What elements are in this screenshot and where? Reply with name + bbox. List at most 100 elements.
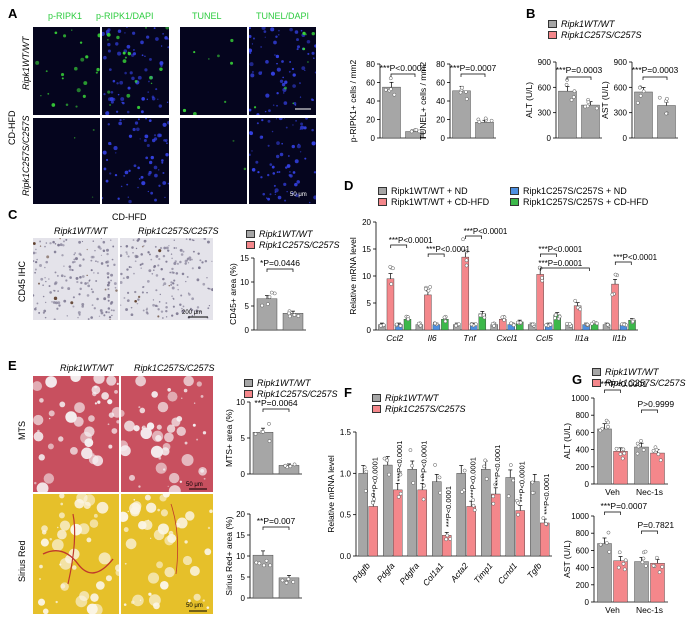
data-point [569,98,574,102]
texture-dot [249,62,254,67]
data-point [508,463,513,467]
panel-label-e: E [8,358,17,373]
texture-dot [285,166,288,169]
texture-dot [157,523,169,535]
texture-dot [150,82,153,85]
texture-dot [269,193,272,196]
texture-dot [142,309,145,312]
texture-dot [132,251,134,254]
texture-dot [265,93,270,98]
texture-dot [57,529,67,540]
texture-dot [164,196,166,199]
significance-bracket [641,409,658,413]
data-point [457,322,461,327]
texture-dot [102,196,104,200]
texture-dot [204,548,212,556]
texture-dot [207,307,210,310]
texture-dot [42,295,45,298]
y-tick-label: 900 [614,58,628,67]
texture-dot [51,539,64,551]
texture-dot [200,394,204,398]
texture-dot [132,52,137,56]
data-point [657,570,662,575]
texture-dot [51,103,56,107]
texture-dot [263,30,267,33]
texture-dot [273,40,277,45]
texture-dot [154,173,158,178]
y-tick-label: 20 [362,218,371,227]
texture-dot [224,100,227,103]
texture-dot [127,255,130,258]
texture-dot [36,258,38,261]
texture-dot [171,295,173,297]
texture-dot [204,259,208,263]
texture-dot [276,92,279,95]
legend-label-mut: Ripk1C257S/C257S [605,377,686,388]
texture-dot [33,414,44,426]
texture-dot [288,155,290,157]
texture-dot [107,276,110,279]
texture-dot [91,385,101,395]
texture-dot [90,603,103,614]
data-point [444,537,448,542]
texture-dot [165,309,168,313]
texture-dot [70,301,74,305]
texture-dot [249,131,252,134]
texture-dot [38,282,40,285]
texture-dot [120,281,123,284]
texture-dot [159,246,163,250]
texture-dot [306,39,311,44]
texture-dot [188,256,192,260]
texture-dot [126,183,129,186]
legend-swatch-mut-hfd [510,197,519,206]
texture-dot [126,110,130,114]
texture-dot [155,289,158,292]
texture-dot [168,472,180,484]
data-point [492,324,496,328]
x-tick-label: Il1b [612,333,626,343]
data-point [433,463,437,467]
texture-dot [65,411,77,423]
y-axis-label: ALT (U/L) [562,423,572,459]
texture-dot [282,76,284,79]
texture-dot [117,51,122,56]
texture-dot [80,57,85,62]
data-point [502,318,506,322]
legend-swatch-mut [592,378,601,387]
y-tick-label: 0 [241,594,246,603]
texture-dot [54,243,57,245]
texture-dot [131,600,135,605]
texture-dot [108,68,112,71]
texture-dot [121,511,129,522]
y-tick-label: 300 [538,109,552,118]
texture-dot [162,254,166,258]
texture-dot [58,436,64,442]
legend-item-mut-nd: Ripk1C257S/C257S + ND [510,185,648,196]
y-tick-label: 400 [576,446,590,455]
texture-dot [81,447,93,460]
y-tick-label: 5 [367,299,372,308]
texture-dot [110,279,112,282]
texture-dot [183,376,194,387]
texture-dot [283,101,288,105]
data-point [658,458,663,463]
data-point [621,561,626,566]
texture-dot [73,260,76,264]
texture-dot [260,176,263,179]
texture-dot [203,477,206,480]
data-point [511,478,516,483]
texture-dot [127,86,131,90]
texture-dot [299,82,301,85]
texture-dot [120,97,125,101]
data-point [548,322,553,327]
texture-dot [39,398,44,403]
texture-dot [299,151,302,153]
texture-dot [249,108,252,112]
data-point [286,577,291,581]
data-point [464,90,468,94]
texture-dot [185,511,195,521]
texture-dot [96,501,109,514]
texture-dot [294,104,297,106]
data-point [578,307,582,312]
